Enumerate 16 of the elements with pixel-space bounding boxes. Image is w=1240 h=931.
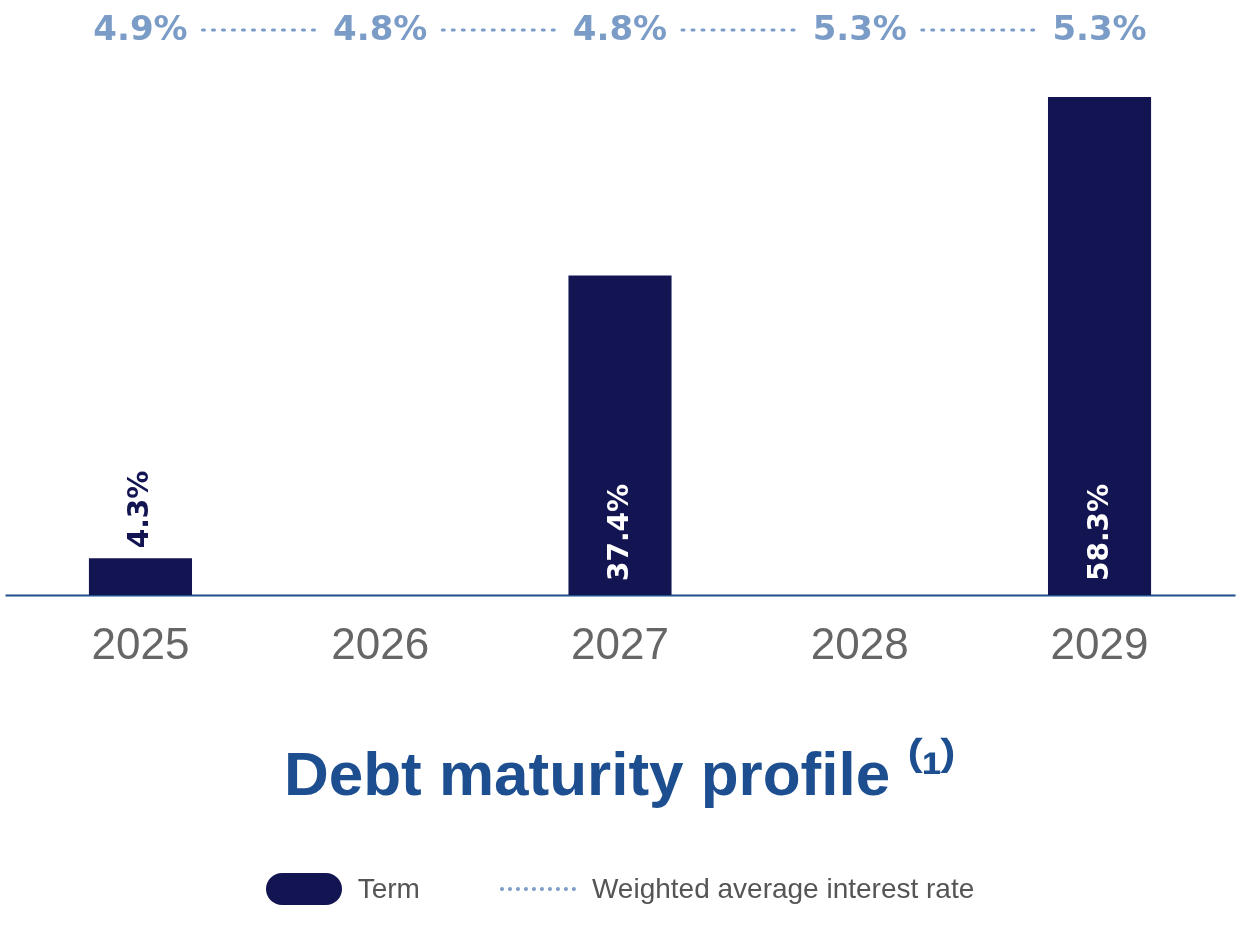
text: 5.3% xyxy=(812,8,907,48)
text: 4.8% xyxy=(572,8,668,48)
text: Debt maturity profile ⁽¹⁾ xyxy=(282,736,958,810)
x-tick-label: 2029 xyxy=(1050,618,1149,668)
data-label: 37.4% xyxy=(602,483,635,581)
x-tick-label: 2026 xyxy=(331,618,430,668)
text: 4.9% xyxy=(93,8,188,48)
text: 5.3% xyxy=(1052,8,1147,48)
data-label: 58.3% xyxy=(1081,483,1115,581)
x-tick-label: 2028 xyxy=(810,618,909,668)
text: Weighted average interest rate xyxy=(591,873,975,905)
x-tick-label: 2027 xyxy=(571,618,669,668)
legend-label: Term xyxy=(357,873,420,905)
text: 4.8% xyxy=(333,8,428,48)
data-label: 4.3% xyxy=(122,470,156,549)
x-tick-label: 2025 xyxy=(91,618,190,668)
